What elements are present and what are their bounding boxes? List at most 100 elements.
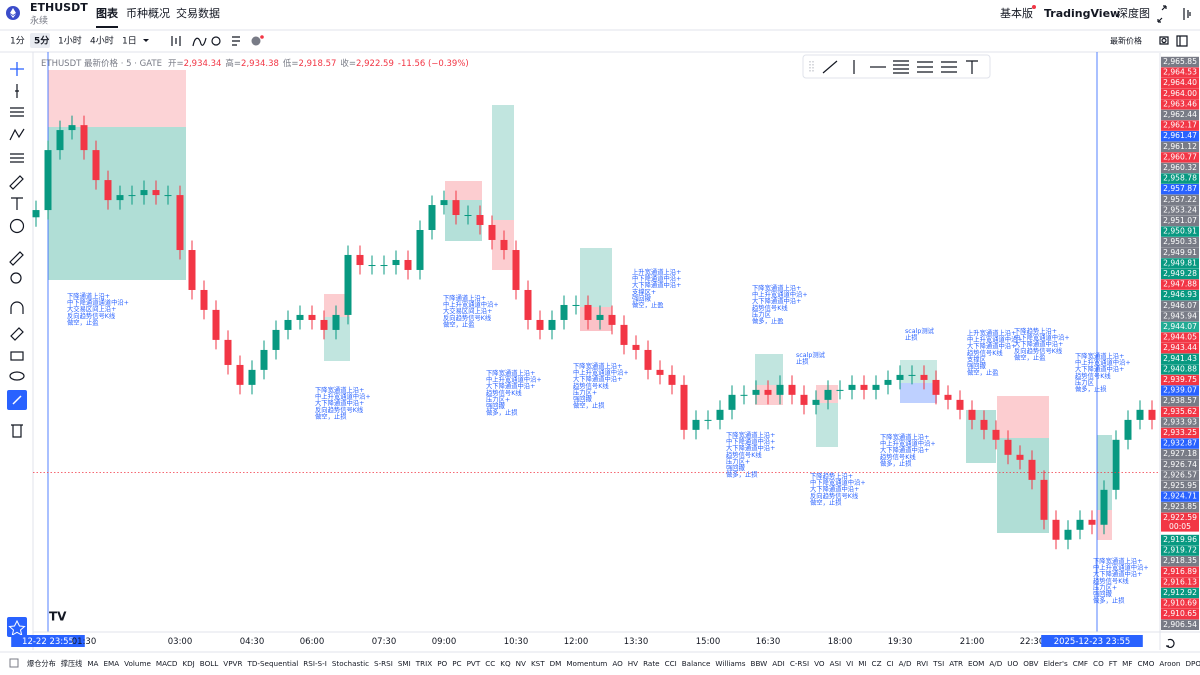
indicator-item[interactable]: ADI [772, 659, 785, 668]
stop-zone[interactable] [755, 385, 783, 405]
indicator-menu[interactable] [9, 658, 19, 668]
interval[interactable]: 1日 [122, 36, 137, 47]
target-zone[interactable] [445, 200, 482, 241]
interval[interactable]: 5分 [34, 35, 49, 47]
lock-tool[interactable] [10, 351, 24, 361]
indicator-item[interactable]: RSI-S-I [303, 659, 327, 668]
indicator-item[interactable]: PO [437, 659, 447, 668]
indicator-item[interactable]: Williams [715, 659, 745, 668]
indicator-item[interactable]: DM [550, 659, 562, 668]
line-tool[interactable] [15, 84, 19, 98]
indicator-item[interactable]: MACD [156, 659, 178, 668]
indicator-icon[interactable] [192, 37, 207, 47]
layout-icon[interactable] [1176, 35, 1188, 47]
view-option[interactable]: TradingView [1044, 7, 1120, 20]
interval[interactable]: 1小时 [58, 35, 82, 47]
indicator-item[interactable]: MI [858, 659, 866, 668]
indicator-item[interactable]: CMF [1073, 659, 1088, 668]
indicator-item[interactable]: 爆仓分布 [27, 659, 56, 668]
indicator-item[interactable]: CMO [1137, 659, 1154, 668]
tab[interactable]: 币种概况 [126, 6, 170, 20]
replay-icon[interactable] [211, 36, 221, 46]
icon-tool[interactable] [9, 218, 25, 234]
target-zone[interactable] [755, 354, 783, 385]
interval[interactable]: 4小时 [90, 35, 114, 47]
snapshot-icon[interactable] [1159, 36, 1169, 45]
indicator-item[interactable]: Stochastic [332, 659, 369, 668]
fib-tool[interactable] [10, 107, 24, 117]
indicator-item[interactable]: CC [485, 659, 495, 668]
indicator-item[interactable]: Volume [124, 659, 151, 668]
target-zone[interactable] [580, 248, 612, 307]
indicator-item[interactable]: Elder's [1043, 659, 1067, 668]
symbol[interactable]: ETHUSDT [30, 1, 88, 14]
view-option[interactable]: 基本版 [1000, 6, 1033, 20]
annotation[interactable]: 上升宽通道上沿+中上升宽通道中沿+大下降通道中沿+趋势信号K线支撑区强回撤做空，… [967, 328, 1023, 377]
projection-tool[interactable] [10, 153, 24, 163]
indicator-item[interactable]: RVI [917, 659, 929, 668]
indicator-item[interactable]: PVT [467, 659, 481, 668]
delete-tool[interactable] [11, 424, 23, 438]
annotation[interactable]: 下降宽通道上沿+中上升宽通道中沿+大下降通道中沿+趋势信号K线压力区+强回撤做空… [573, 361, 629, 410]
indicator-item[interactable]: EOM [968, 659, 984, 668]
indicator-item[interactable]: TD-Sequential [246, 659, 298, 668]
text-tool[interactable] [11, 197, 23, 210]
target-zone[interactable] [492, 105, 514, 220]
tab[interactable]: 图表 [96, 6, 119, 20]
target-zone[interactable] [900, 360, 937, 383]
price-source[interactable]: 最新价格 [1110, 36, 1142, 46]
indicator-item[interactable]: KST [531, 659, 545, 668]
brush-tool[interactable] [9, 175, 24, 190]
indicator-item[interactable]: MA [87, 659, 98, 668]
target-zone[interactable] [816, 403, 838, 447]
drag-handle[interactable] [809, 61, 814, 73]
indicator-item[interactable]: BBW [751, 659, 768, 668]
indicator-item[interactable]: ASI [830, 659, 842, 668]
indicator-item[interactable]: CO [1093, 659, 1104, 668]
annotation[interactable]: 下降宽通道上沿+中下降通道中沿+大下降通道中沿+趋势信号K线压力区+强回撤做多，… [726, 430, 775, 479]
indicator-item[interactable]: FT [1109, 659, 1118, 668]
indicator-item[interactable]: UO [1007, 659, 1018, 668]
lock-draw-tool[interactable] [10, 327, 24, 341]
indicator-item[interactable]: ATR [949, 659, 963, 668]
indicator-item[interactable]: AO [612, 659, 623, 668]
trend-line[interactable] [822, 60, 838, 74]
interval[interactable]: 1分 [10, 36, 25, 47]
tab[interactable]: 交易数据 [176, 6, 220, 20]
indicator-item[interactable]: CZ [872, 659, 882, 668]
indicator-item[interactable]: VO [814, 659, 825, 668]
candle-icon[interactable] [171, 36, 181, 46]
indicator-item[interactable]: SMI [398, 659, 411, 668]
indicator-item[interactable]: KQ [500, 659, 511, 668]
favorites-button[interactable] [7, 617, 27, 637]
plugin-icon[interactable] [251, 36, 261, 46]
indicator-item[interactable]: Momentum [566, 659, 607, 668]
template-icon[interactable] [232, 36, 240, 46]
zoom-tool[interactable] [10, 272, 22, 284]
visibility-tool[interactable] [9, 371, 25, 381]
settings-icon[interactable] [1183, 8, 1191, 20]
stop-zone[interactable] [997, 396, 1049, 438]
annotation[interactable]: 下降宽通道上沿+中上升宽通道中沿+大下降通道中沿+趋势信号K线压力区+强回撤做多… [486, 368, 542, 417]
indicator-item[interactable]: BOLL [200, 659, 218, 668]
target-zone[interactable] [48, 127, 186, 280]
indicator-item[interactable]: DPO [1185, 659, 1200, 668]
indicator-item[interactable]: VI [846, 659, 853, 668]
indicator-item[interactable]: CI [887, 659, 894, 668]
entry-zone[interactable] [900, 383, 937, 403]
indicator-item[interactable]: NV [516, 659, 526, 668]
fullscreen-icon[interactable] [1157, 5, 1167, 23]
crosshair-tool[interactable] [10, 62, 24, 76]
text-annotation[interactable] [966, 60, 978, 74]
indicator-item[interactable]: A/D [899, 659, 912, 668]
indicator-item[interactable]: VPVR [223, 659, 242, 668]
indicator-item[interactable]: Aroon [1159, 659, 1180, 668]
indicator-item[interactable]: Rate [643, 659, 660, 668]
